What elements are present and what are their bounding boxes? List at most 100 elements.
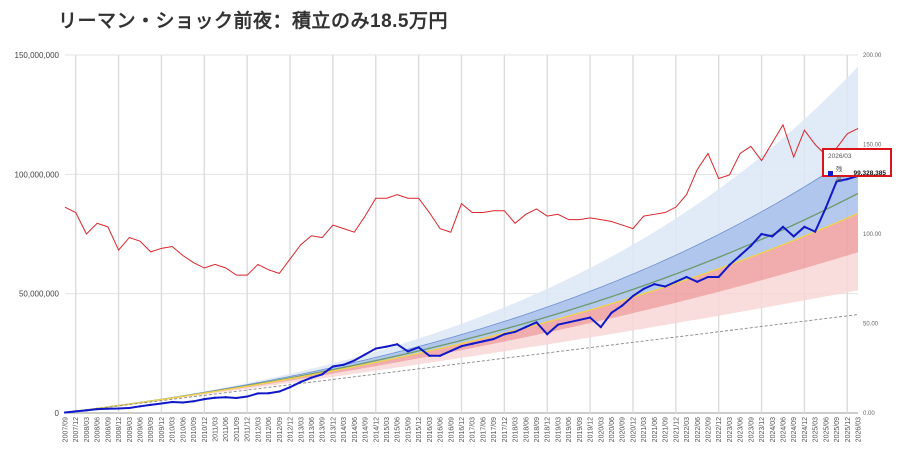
balance-point <box>117 407 120 410</box>
x-axis-tick: 2007/09 <box>63 417 70 442</box>
balance-point <box>664 285 667 288</box>
balance-point <box>535 321 538 324</box>
line-lower-median <box>64 212 859 414</box>
balance-point <box>460 345 463 348</box>
balance-point <box>203 398 206 401</box>
x-axis-tick: 2011/03 <box>213 417 220 442</box>
balance-point <box>792 235 795 238</box>
balance-point <box>321 373 324 376</box>
balance-point <box>728 263 731 267</box>
balance-point <box>803 225 806 228</box>
x-axis-tick: 2013/03 <box>298 417 305 442</box>
x-axis-tick: 2021/09 <box>663 417 670 442</box>
x-axis-tick: 2019/03 <box>555 417 562 442</box>
x-axis-tick: 2024/03 <box>770 417 777 442</box>
x-axis-tick: 2025/09 <box>834 417 841 442</box>
balance-point <box>385 345 388 348</box>
x-axis-tick: 2019/09 <box>577 417 584 442</box>
x-axis-tick: 2024/06 <box>780 417 787 442</box>
balance-point <box>128 406 131 410</box>
balance-point <box>331 365 335 368</box>
balance-point <box>642 287 645 290</box>
balance-point <box>288 386 292 389</box>
balance-point <box>471 342 474 345</box>
x-axis-tick: 2022/03 <box>684 417 691 442</box>
left-axis-tick: 150,000,000 <box>15 51 60 60</box>
x-axis-tick: 2025/03 <box>813 417 820 442</box>
x-axis-tick: 2017/03 <box>470 417 477 442</box>
balance-point <box>96 408 99 411</box>
right-axis-tick: 200.00 <box>863 53 882 59</box>
tooltip-value: 99,328,385 <box>853 169 886 177</box>
balance-point <box>524 325 527 329</box>
balance-point <box>814 230 817 233</box>
balance-point <box>449 349 452 353</box>
x-axis-tick: 2008/09 <box>105 417 112 442</box>
balance-point <box>771 235 774 238</box>
band-outer-upper <box>65 66 858 413</box>
balance-point <box>696 280 699 283</box>
x-axis-tick: 2022/06 <box>695 417 702 442</box>
x-axis-tick: 2013/12 <box>330 417 337 442</box>
x-axis-tick: 2011/12 <box>245 417 252 442</box>
x-axis-tick: 2023/12 <box>759 417 766 442</box>
balance-point <box>610 311 613 314</box>
x-axis-tick: 2011/06 <box>223 417 230 442</box>
x-axis-tick: 2020/06 <box>609 417 616 442</box>
x-axis-tick: 2014/03 <box>341 417 348 442</box>
balance-point <box>588 316 592 319</box>
x-axis-tick: 2010/09 <box>191 417 198 442</box>
balance-point <box>717 275 720 279</box>
balance-point <box>363 353 367 356</box>
balance-point <box>278 390 281 393</box>
balance-point <box>299 380 302 384</box>
x-axis-tick: 2024/12 <box>802 417 809 442</box>
balance-point <box>106 407 109 410</box>
balance-point <box>396 343 399 346</box>
x-axis-tick: 2014/12 <box>373 417 380 442</box>
chart-title: リーマン・ショック前夜：積立のみ18.5万円 <box>58 11 448 32</box>
balance-point <box>846 178 849 181</box>
x-axis-tick: 2017/06 <box>480 417 487 442</box>
balance-point <box>706 275 710 279</box>
balance-point <box>417 346 420 349</box>
x-axis-tick: 2018/03 <box>513 417 520 442</box>
x-axis-tick: 2010/06 <box>180 417 187 442</box>
balance-point <box>749 244 752 248</box>
balance-point <box>224 396 227 399</box>
x-axis-tick: 2023/03 <box>727 417 734 442</box>
balance-point <box>653 283 656 286</box>
right-axis-tick: 0.00 <box>863 411 875 417</box>
x-axis-tick: 2007/12 <box>73 417 80 442</box>
balance-point <box>63 411 67 414</box>
balance-point <box>256 392 259 395</box>
tooltip-date: 2026/03 <box>828 153 852 160</box>
balance-point <box>513 330 517 333</box>
balance-point <box>781 225 785 228</box>
left-axis-tick: 0 <box>55 409 60 418</box>
x-axis-tick: 2020/12 <box>630 417 637 442</box>
balance-point <box>674 280 677 283</box>
x-axis-tick: 2014/09 <box>363 417 370 442</box>
x-axis-tick: 2021/12 <box>673 417 680 442</box>
x-axis-tick: 2008/06 <box>95 417 102 442</box>
x-axis-tick: 2008/12 <box>116 417 123 442</box>
balance-point <box>138 405 142 408</box>
x-axis-tick: 2016/09 <box>448 417 455 442</box>
balance-point <box>578 318 581 322</box>
balance-point <box>310 376 313 379</box>
balance-point <box>760 232 763 236</box>
balance-point <box>685 275 688 279</box>
x-axis-tick: 2015/06 <box>395 417 402 442</box>
balance-point <box>213 396 217 399</box>
tooltip-label: 残高: <box>835 166 845 183</box>
x-axis-tick: 2016/06 <box>438 417 445 442</box>
x-axis-tick: 2014/06 <box>352 417 359 442</box>
balance-point <box>181 401 184 404</box>
right-axis-tick: 150.00 <box>863 143 882 149</box>
x-axis-tick: 2019/12 <box>588 417 595 442</box>
x-axis-tick: 2022/12 <box>716 417 723 442</box>
x-axis-tick: 2018/12 <box>545 417 552 442</box>
x-axis-tick: 2012/03 <box>255 417 262 442</box>
x-axis-tick: 2009/06 <box>138 417 145 442</box>
